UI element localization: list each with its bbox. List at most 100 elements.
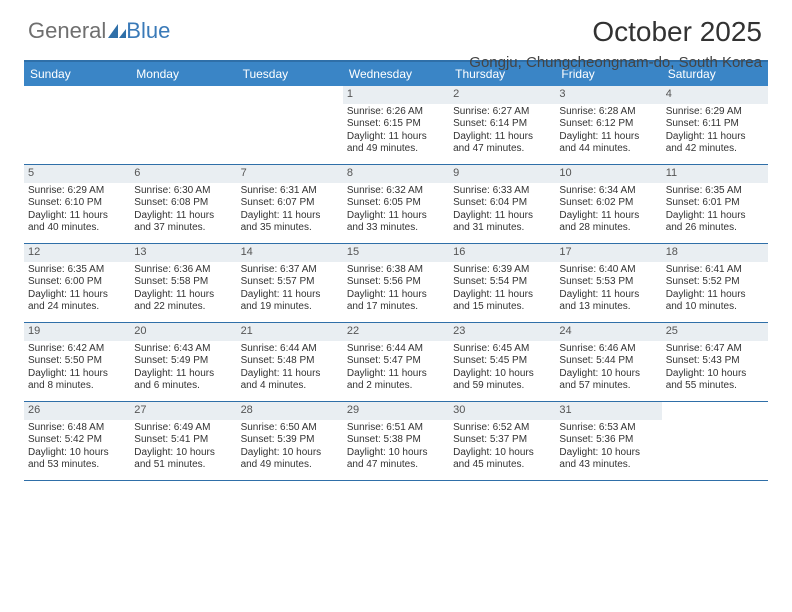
week-row: 12Sunrise: 6:35 AMSunset: 6:00 PMDayligh… [24, 244, 768, 323]
day-number: 4 [662, 86, 768, 104]
calendar-cell: 31Sunrise: 6:53 AMSunset: 5:36 PMDayligh… [555, 402, 661, 480]
brand-part1: General [28, 18, 106, 44]
day-number: 2 [449, 86, 555, 104]
sunset-text: Sunset: 6:00 PM [28, 276, 126, 289]
sunrise-text: Sunrise: 6:51 AM [347, 422, 445, 435]
daylight-line1: Daylight: 11 hours [241, 289, 339, 302]
sunrise-text: Sunrise: 6:28 AM [559, 106, 657, 119]
daylight-line1: Daylight: 10 hours [241, 447, 339, 460]
sunset-text: Sunset: 5:42 PM [28, 434, 126, 447]
daylight-line2: and 19 minutes. [241, 301, 339, 314]
daylight-line1: Daylight: 11 hours [28, 289, 126, 302]
calendar-cell: 10Sunrise: 6:34 AMSunset: 6:02 PMDayligh… [555, 165, 661, 243]
calendar-cell: 22Sunrise: 6:44 AMSunset: 5:47 PMDayligh… [343, 323, 449, 401]
sunset-text: Sunset: 6:02 PM [559, 197, 657, 210]
day-number: 17 [555, 244, 661, 262]
daylight-line2: and 44 minutes. [559, 143, 657, 156]
daylight-line1: Daylight: 11 hours [453, 210, 551, 223]
sunrise-text: Sunrise: 6:48 AM [28, 422, 126, 435]
calendar-cell-empty: . [130, 86, 236, 164]
sunset-text: Sunset: 5:56 PM [347, 276, 445, 289]
daylight-line1: Daylight: 10 hours [453, 447, 551, 460]
sunrise-text: Sunrise: 6:46 AM [559, 343, 657, 356]
daylight-line1: Daylight: 11 hours [347, 289, 445, 302]
sunset-text: Sunset: 5:49 PM [134, 355, 232, 368]
day-number: 1 [343, 86, 449, 104]
daylight-line2: and 40 minutes. [28, 222, 126, 235]
day-number: 20 [130, 323, 236, 341]
sunset-text: Sunset: 5:58 PM [134, 276, 232, 289]
sunset-text: Sunset: 6:10 PM [28, 197, 126, 210]
brand-part2: Blue [126, 18, 170, 44]
calendar-cell: 7Sunrise: 6:31 AMSunset: 6:07 PMDaylight… [237, 165, 343, 243]
day-number: 3 [555, 86, 661, 104]
calendar-cell: 11Sunrise: 6:35 AMSunset: 6:01 PMDayligh… [662, 165, 768, 243]
daylight-line1: Daylight: 11 hours [241, 368, 339, 381]
sunrise-text: Sunrise: 6:39 AM [453, 264, 551, 277]
sunrise-text: Sunrise: 6:34 AM [559, 185, 657, 198]
daylight-line1: Daylight: 11 hours [134, 368, 232, 381]
day-number: 19 [24, 323, 130, 341]
daylight-line2: and 10 minutes. [666, 301, 764, 314]
sunset-text: Sunset: 5:45 PM [453, 355, 551, 368]
sunrise-text: Sunrise: 6:31 AM [241, 185, 339, 198]
daylight-line1: Daylight: 11 hours [559, 289, 657, 302]
sunrise-text: Sunrise: 6:27 AM [453, 106, 551, 119]
daylight-line2: and 13 minutes. [559, 301, 657, 314]
sunrise-text: Sunrise: 6:37 AM [241, 264, 339, 277]
daylight-line1: Daylight: 11 hours [666, 131, 764, 144]
sunset-text: Sunset: 6:11 PM [666, 118, 764, 131]
day-number: 18 [662, 244, 768, 262]
calendar-cell: 2Sunrise: 6:27 AMSunset: 6:14 PMDaylight… [449, 86, 555, 164]
day-number: 30 [449, 402, 555, 420]
calendar-cell-empty: . [24, 86, 130, 164]
sunrise-text: Sunrise: 6:52 AM [453, 422, 551, 435]
sunrise-text: Sunrise: 6:47 AM [666, 343, 764, 356]
daylight-line2: and 26 minutes. [666, 222, 764, 235]
daylight-line2: and 6 minutes. [134, 380, 232, 393]
calendar-cell-empty: . [237, 86, 343, 164]
week-row: 5Sunrise: 6:29 AMSunset: 6:10 PMDaylight… [24, 165, 768, 244]
day-number: 24 [555, 323, 661, 341]
day-number: 25 [662, 323, 768, 341]
daylight-line1: Daylight: 11 hours [666, 289, 764, 302]
calendar-cell: 19Sunrise: 6:42 AMSunset: 5:50 PMDayligh… [24, 323, 130, 401]
sunset-text: Sunset: 5:38 PM [347, 434, 445, 447]
daylight-line2: and 53 minutes. [28, 459, 126, 472]
brand-logo: General Blue [28, 18, 170, 44]
day-number: 27 [130, 402, 236, 420]
calendar-cell: 5Sunrise: 6:29 AMSunset: 6:10 PMDaylight… [24, 165, 130, 243]
sunset-text: Sunset: 5:54 PM [453, 276, 551, 289]
sunset-text: Sunset: 5:44 PM [559, 355, 657, 368]
daylight-line1: Daylight: 11 hours [347, 368, 445, 381]
location-text: Gongju, Chungcheongnam-do, South Korea [469, 54, 762, 71]
calendar-cell: 23Sunrise: 6:45 AMSunset: 5:45 PMDayligh… [449, 323, 555, 401]
daylight-line2: and 51 minutes. [134, 459, 232, 472]
calendar-cell: 14Sunrise: 6:37 AMSunset: 5:57 PMDayligh… [237, 244, 343, 322]
sunrise-text: Sunrise: 6:26 AM [347, 106, 445, 119]
day-number: . [24, 86, 130, 104]
daylight-line1: Daylight: 11 hours [347, 131, 445, 144]
daylight-line1: Daylight: 11 hours [559, 131, 657, 144]
daylight-line2: and 42 minutes. [666, 143, 764, 156]
daylight-line2: and 37 minutes. [134, 222, 232, 235]
sunrise-text: Sunrise: 6:36 AM [134, 264, 232, 277]
daylight-line2: and 2 minutes. [347, 380, 445, 393]
day-number: . [237, 86, 343, 104]
sunset-text: Sunset: 5:37 PM [453, 434, 551, 447]
daylight-line2: and 49 minutes. [347, 143, 445, 156]
week-row: 19Sunrise: 6:42 AMSunset: 5:50 PMDayligh… [24, 323, 768, 402]
calendar-cell-empty: . [662, 402, 768, 480]
sunset-text: Sunset: 6:05 PM [347, 197, 445, 210]
sunset-text: Sunset: 6:14 PM [453, 118, 551, 131]
calendar-cell: 20Sunrise: 6:43 AMSunset: 5:49 PMDayligh… [130, 323, 236, 401]
calendar-cell: 29Sunrise: 6:51 AMSunset: 5:38 PMDayligh… [343, 402, 449, 480]
sunset-text: Sunset: 5:53 PM [559, 276, 657, 289]
day-number: 26 [24, 402, 130, 420]
daylight-line2: and 59 minutes. [453, 380, 551, 393]
sunset-text: Sunset: 6:08 PM [134, 197, 232, 210]
sunset-text: Sunset: 6:12 PM [559, 118, 657, 131]
daylight-line2: and 57 minutes. [559, 380, 657, 393]
daylight-line2: and 28 minutes. [559, 222, 657, 235]
calendar-cell: 15Sunrise: 6:38 AMSunset: 5:56 PMDayligh… [343, 244, 449, 322]
